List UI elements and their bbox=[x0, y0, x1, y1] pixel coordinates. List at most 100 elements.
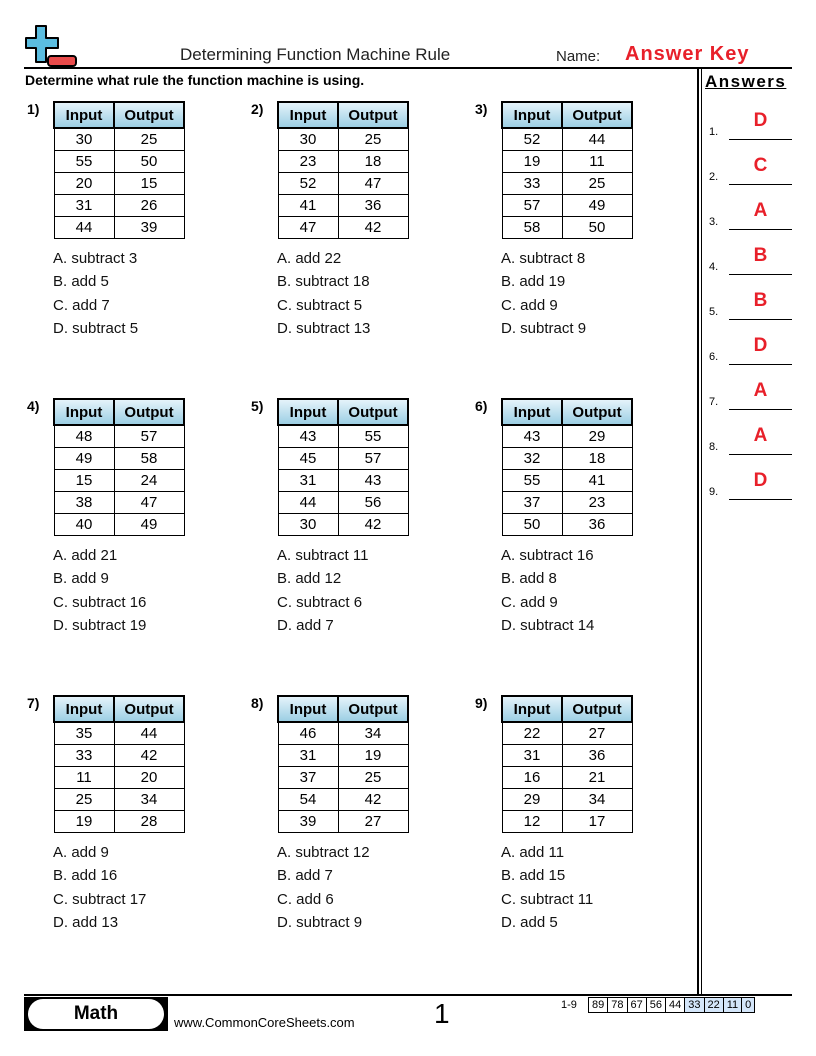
table-row: 54 42 bbox=[277, 788, 409, 811]
output-cell: 44 bbox=[561, 127, 633, 151]
output-cell: 39 bbox=[113, 216, 185, 239]
table-row: 25 34 bbox=[53, 788, 185, 811]
answer-number: 5. bbox=[709, 306, 719, 318]
output-cell: 58 bbox=[113, 447, 185, 470]
input-cell: 31 bbox=[53, 194, 115, 217]
output-cell: 47 bbox=[113, 491, 185, 514]
output-cell: 19 bbox=[337, 744, 409, 767]
subject-label: Math bbox=[28, 999, 164, 1029]
answer-value: A bbox=[753, 200, 768, 221]
output-cell: 36 bbox=[561, 513, 633, 536]
answer-line bbox=[729, 409, 792, 410]
choice-option: D. add 13 bbox=[53, 913, 119, 931]
problem-1: 1) Input Output 30 25 55 50 20 15 31 26 44 39 A. subt… bbox=[27, 101, 247, 381]
problem-2: 2) Input Output 30 25 23 18 52 47 41 36 47 42 A. add … bbox=[251, 101, 471, 381]
input-cell: 44 bbox=[277, 491, 339, 514]
problem-9: 9) Input Output 22 27 31 36 16 21 29 34 12 17 A. add … bbox=[475, 695, 695, 975]
output-cell: 42 bbox=[337, 216, 409, 239]
input-cell: 57 bbox=[501, 194, 563, 217]
answer-item: 7. A bbox=[709, 380, 793, 410]
answer-line bbox=[729, 184, 792, 185]
function-table: Input Output 46 34 31 19 37 25 54 42 39 27 bbox=[277, 695, 409, 833]
score-cell: 22 bbox=[704, 998, 724, 1012]
choice-option: D. subtract 9 bbox=[501, 319, 587, 337]
output-cell: 42 bbox=[337, 513, 409, 536]
choice-list: A. subtract 8 B. add 19 C. add 9 D. subtrac… bbox=[501, 247, 586, 340]
table-row: 43 29 bbox=[501, 424, 633, 448]
answer-item: 3. A bbox=[709, 200, 793, 230]
choice-option: A. add 22 bbox=[277, 250, 342, 267]
header-divider bbox=[24, 67, 792, 69]
table-row: 58 50 bbox=[501, 216, 633, 239]
output-header: Output bbox=[561, 101, 633, 129]
table-row: 57 49 bbox=[501, 194, 633, 217]
choice-list: A. subtract 3 B. add 5 C. add 7 D. subtract… bbox=[53, 247, 138, 340]
function-table: Input Output 43 29 32 18 55 41 37 23 50 36 bbox=[501, 398, 633, 536]
choice-option: D. subtract 13 bbox=[277, 319, 371, 337]
output-cell: 18 bbox=[337, 150, 409, 173]
table-row: 31 43 bbox=[277, 469, 409, 492]
answer-value: D bbox=[753, 110, 768, 131]
answer-number: 3. bbox=[709, 216, 719, 228]
score-table: 89 78 67 56 44 33 22 11 0 bbox=[588, 997, 756, 1013]
choice-option: D. add 5 bbox=[501, 913, 558, 931]
input-cell: 48 bbox=[53, 424, 115, 448]
answer-item: 6. D bbox=[709, 335, 793, 365]
choice-option: C. subtract 17 bbox=[53, 890, 147, 908]
choice-option: D. subtract 14 bbox=[501, 616, 595, 634]
output-cell: 42 bbox=[113, 744, 185, 767]
table-row: 22 27 bbox=[501, 721, 633, 745]
input-cell: 32 bbox=[501, 447, 563, 470]
input-header: Input bbox=[501, 695, 563, 723]
choice-list: A. subtract 12 B. add 7 C. add 6 D. subtrac… bbox=[277, 841, 370, 934]
table-row: 47 42 bbox=[277, 216, 409, 239]
answer-number: 6. bbox=[709, 351, 719, 363]
answer-line bbox=[729, 364, 792, 365]
input-cell: 30 bbox=[277, 513, 339, 536]
answer-item: 5. B bbox=[709, 290, 793, 320]
choice-option: B. add 7 bbox=[277, 867, 333, 885]
table-row: 52 47 bbox=[277, 172, 409, 195]
input-cell: 16 bbox=[501, 766, 563, 789]
score-cell: 33 bbox=[685, 998, 705, 1012]
output-header: Output bbox=[337, 398, 409, 426]
output-cell: 11 bbox=[561, 150, 633, 173]
name-label: Name: bbox=[556, 48, 601, 65]
table-row: 55 41 bbox=[501, 469, 633, 492]
answer-value: D bbox=[753, 335, 768, 356]
output-cell: 47 bbox=[337, 172, 409, 195]
output-cell: 17 bbox=[561, 810, 633, 833]
answer-value: C bbox=[753, 155, 768, 176]
problem-number: 5) bbox=[251, 398, 264, 414]
input-cell: 15 bbox=[53, 469, 115, 492]
problem-number: 2) bbox=[251, 101, 264, 117]
table-row: 40 49 bbox=[53, 513, 185, 536]
table-row: 16 21 bbox=[501, 766, 633, 789]
answer-line bbox=[729, 139, 792, 140]
choice-list: A. add 9 B. add 16 C. subtract 17 D. add 13 bbox=[53, 841, 146, 934]
output-cell: 36 bbox=[337, 194, 409, 217]
input-cell: 44 bbox=[53, 216, 115, 239]
score-cell: 67 bbox=[628, 998, 647, 1012]
problem-number: 6) bbox=[475, 398, 488, 414]
output-cell: 34 bbox=[113, 788, 185, 811]
input-cell: 52 bbox=[277, 172, 339, 195]
choice-option: C. subtract 6 bbox=[277, 593, 363, 611]
choice-list: A. subtract 11 B. add 12 C. subtract 6 D. a… bbox=[277, 544, 368, 637]
choice-option: A. add 11 bbox=[501, 844, 565, 861]
page-number: 1 bbox=[434, 998, 450, 1029]
output-cell: 27 bbox=[561, 721, 633, 745]
answer-number: 8. bbox=[709, 441, 719, 453]
choice-option: B. subtract 18 bbox=[277, 273, 370, 291]
answer-number: 7. bbox=[709, 396, 719, 408]
table-row: 37 23 bbox=[501, 491, 633, 514]
answer-item: 8. A bbox=[709, 425, 793, 455]
output-cell: 34 bbox=[561, 788, 633, 811]
table-row: 44 39 bbox=[53, 216, 185, 239]
score-cell: 78 bbox=[608, 998, 628, 1012]
answer-line bbox=[729, 319, 792, 320]
input-header: Input bbox=[277, 695, 339, 723]
input-cell: 58 bbox=[501, 216, 563, 239]
problem-number: 8) bbox=[251, 695, 264, 711]
choice-option: A. subtract 3 bbox=[53, 250, 138, 267]
